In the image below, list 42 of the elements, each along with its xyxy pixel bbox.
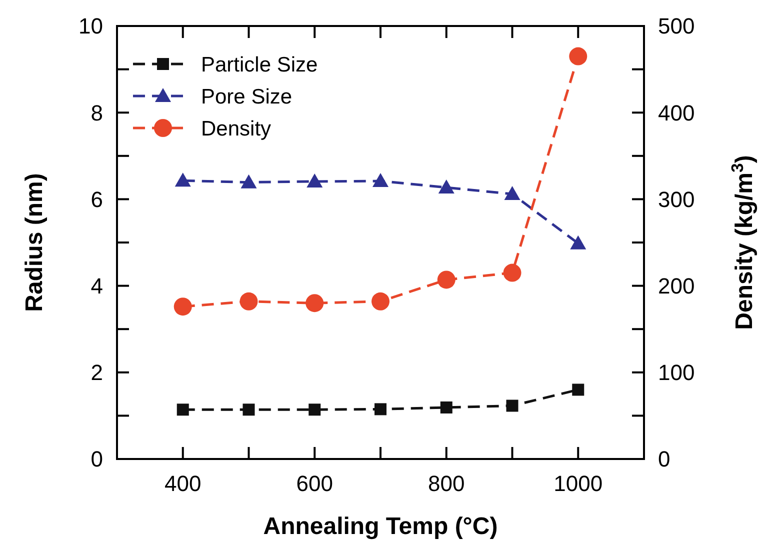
point	[437, 270, 456, 289]
x-tick-label: 1000	[554, 471, 603, 496]
y2-tick-label: 0	[658, 446, 670, 472]
y-axis-title: Radius (nm)	[21, 173, 48, 312]
legend-label: Density	[201, 117, 272, 140]
point	[174, 172, 191, 187]
point	[440, 401, 452, 414]
point	[503, 264, 522, 282]
point	[306, 173, 323, 188]
y2-tick-label: 500	[658, 14, 695, 39]
y2-tick-label: 200	[658, 274, 695, 298]
point	[570, 235, 586, 250]
point	[438, 180, 454, 194]
y-tick-label: 2	[90, 360, 103, 386]
x-axis-title: Annealing Temp (°C)	[263, 513, 498, 540]
x-tick-label: 600	[296, 471, 333, 496]
y2-tick-label: 300	[658, 186, 695, 212]
point	[572, 384, 584, 396]
y-tick-label: 8	[90, 100, 103, 126]
point	[504, 186, 520, 200]
legend-label: Particle Size	[201, 53, 318, 76]
point	[506, 400, 518, 412]
point	[240, 174, 257, 188]
x-tick-label: 800	[428, 471, 465, 496]
point	[174, 298, 192, 316]
point	[308, 404, 321, 416]
y-tick-label: 4	[90, 274, 103, 298]
point	[569, 47, 588, 66]
point	[372, 173, 388, 188]
point	[306, 294, 324, 312]
point	[176, 404, 189, 416]
y2-tick-label: 400	[658, 100, 695, 126]
point	[240, 292, 258, 310]
x-tick-label: 400	[164, 471, 202, 496]
point	[242, 404, 255, 416]
point	[374, 403, 386, 416]
y-tick-label: 10	[78, 14, 103, 39]
point	[372, 292, 390, 310]
y2-tick-label: 100	[658, 360, 695, 386]
y-tick-label: 0	[90, 446, 103, 472]
legend-label: Pore Size	[201, 85, 292, 108]
y-tick-label: 6	[90, 186, 103, 212]
